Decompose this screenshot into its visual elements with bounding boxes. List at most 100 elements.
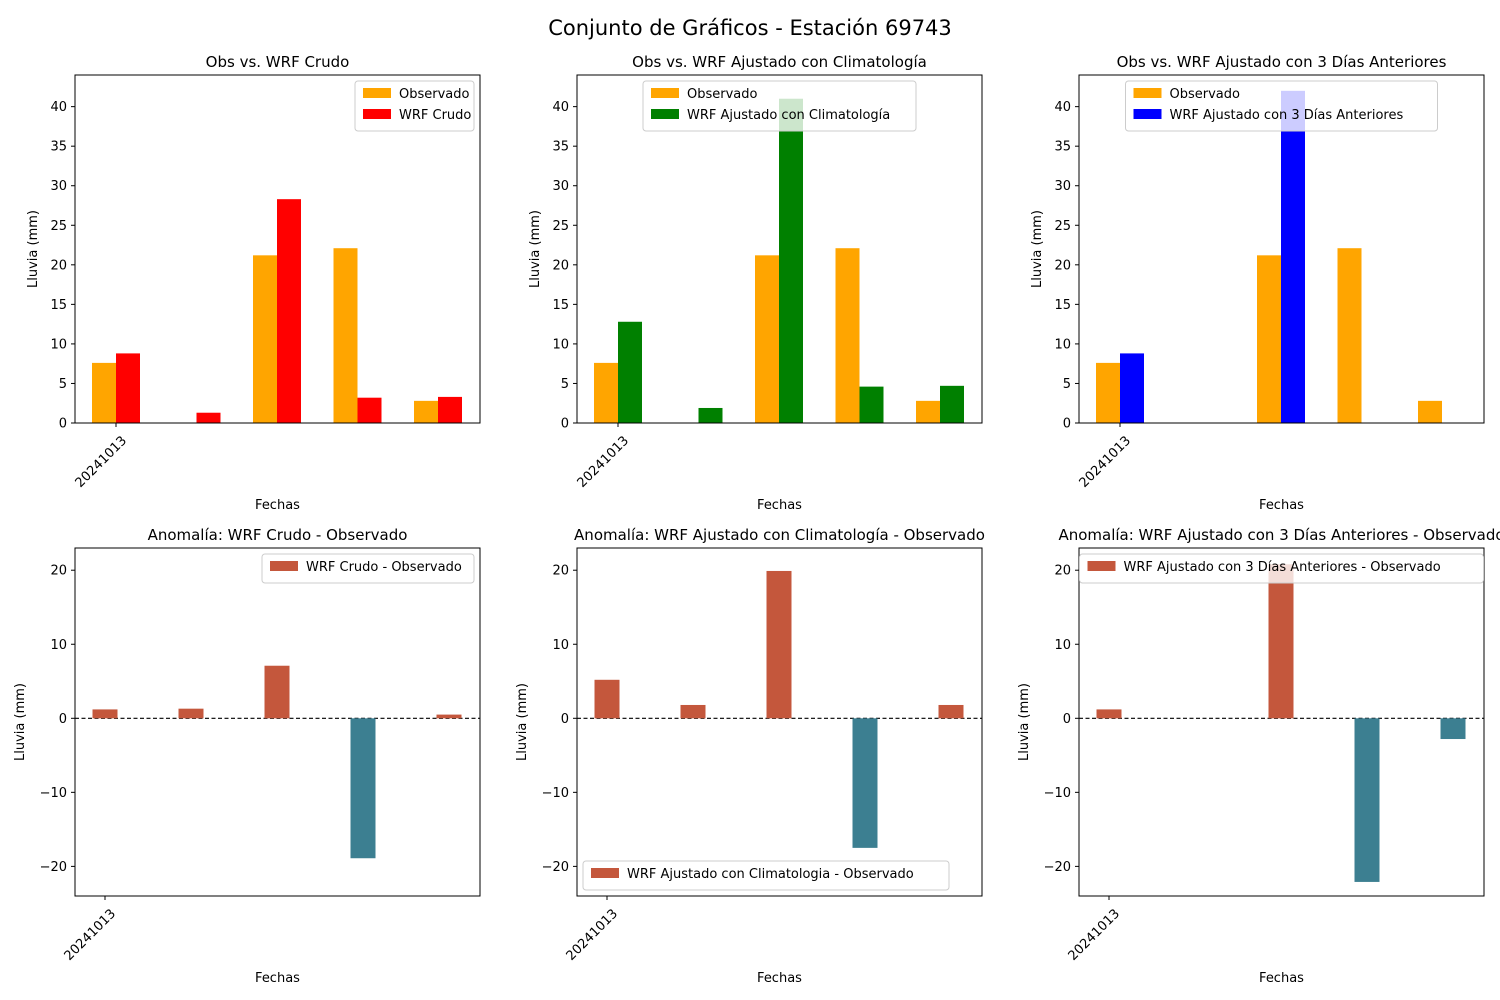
bar bbox=[680, 704, 706, 719]
bar bbox=[859, 386, 884, 423]
x-axis-label: Fechas bbox=[1259, 498, 1304, 513]
y-tick-label: 20 bbox=[552, 258, 569, 273]
y-tick-label: −10 bbox=[1044, 786, 1071, 801]
bar bbox=[357, 397, 382, 423]
y-tick-label: 25 bbox=[1054, 219, 1071, 234]
bar bbox=[755, 255, 779, 423]
x-tick-label: 20241013 bbox=[575, 433, 632, 490]
legend-swatch bbox=[1087, 561, 1116, 571]
y-tick-label: 40 bbox=[1054, 100, 1071, 115]
y-tick-label: 5 bbox=[1063, 377, 1071, 392]
y-tick-label: −20 bbox=[40, 860, 67, 875]
legend-swatch bbox=[1133, 88, 1162, 98]
legend-swatch bbox=[651, 109, 679, 119]
legend: WRF Ajustado con Climatologia - Observad… bbox=[582, 860, 950, 891]
bar bbox=[1096, 362, 1120, 423]
y-tick-label: 10 bbox=[552, 638, 569, 653]
y-tick-label: 25 bbox=[50, 219, 67, 234]
axes-frame bbox=[576, 74, 983, 424]
bar bbox=[1354, 718, 1380, 882]
bar bbox=[414, 400, 438, 423]
y-tick-label: 25 bbox=[552, 219, 569, 234]
chart-panel-5: Anomalía: WRF Ajustado con Climatología … bbox=[515, 526, 985, 986]
y-tick-label: 0 bbox=[561, 712, 569, 727]
bar bbox=[277, 199, 301, 423]
legend-swatch bbox=[363, 109, 391, 119]
y-tick-label: 30 bbox=[552, 179, 569, 194]
bar bbox=[779, 98, 803, 424]
bar bbox=[594, 679, 620, 719]
legend-label: WRF Crudo bbox=[399, 108, 471, 123]
legend: Observado WRF Ajustado con Climatología bbox=[642, 80, 917, 132]
y-tick-label: 5 bbox=[561, 377, 569, 392]
y-tick-label: 0 bbox=[1063, 712, 1071, 727]
legend-box bbox=[642, 80, 917, 132]
y-tick-label: 15 bbox=[552, 298, 569, 313]
y-tick-label: 0 bbox=[59, 417, 67, 432]
bar bbox=[253, 255, 277, 423]
bar bbox=[1337, 248, 1362, 423]
bar bbox=[92, 709, 118, 719]
bar bbox=[938, 704, 964, 719]
y-tick-label: −20 bbox=[1044, 860, 1071, 875]
legend-swatch bbox=[363, 88, 391, 98]
bar bbox=[436, 714, 462, 719]
chart-title: Obs vs. WRF Ajustado con 3 Días Anterior… bbox=[1117, 53, 1447, 71]
legend-label: WRF Ajustado con Climatología bbox=[687, 108, 890, 123]
chart-title: Anomalía: WRF Crudo - Observado bbox=[148, 526, 408, 544]
bar bbox=[1257, 255, 1281, 423]
axes-frame bbox=[1078, 74, 1485, 424]
bar bbox=[178, 708, 204, 719]
y-tick-label: 0 bbox=[59, 712, 67, 727]
bar bbox=[916, 400, 940, 423]
y-tick-label: 10 bbox=[1054, 337, 1071, 352]
axes-frame bbox=[74, 547, 481, 897]
bar bbox=[940, 385, 964, 423]
legend-swatch bbox=[270, 561, 298, 571]
legend-box bbox=[1079, 553, 1484, 584]
y-tick-label: −10 bbox=[40, 786, 67, 801]
chart-title: Obs vs. WRF Crudo bbox=[206, 53, 350, 71]
x-tick-label: 20241013 bbox=[564, 906, 621, 963]
bar bbox=[1120, 353, 1144, 423]
chart-panel-3: Obs vs. WRF Ajustado con 3 Días Anterior… bbox=[1030, 53, 1485, 513]
y-tick-label: −20 bbox=[542, 860, 569, 875]
bar bbox=[438, 396, 462, 423]
legend: WRF Ajustado con 3 Días Anteriores - Obs… bbox=[1079, 553, 1484, 584]
bar bbox=[92, 362, 116, 423]
y-tick-label: 40 bbox=[552, 100, 569, 115]
x-axis-label: Fechas bbox=[757, 971, 802, 986]
legend: WRF Crudo - Observado bbox=[261, 553, 475, 584]
y-tick-label: 15 bbox=[50, 298, 67, 313]
bar bbox=[835, 248, 860, 423]
x-tick-label: 20241013 bbox=[62, 906, 119, 963]
bar bbox=[594, 362, 618, 423]
legend-swatch bbox=[591, 868, 619, 878]
axes-frame bbox=[576, 547, 983, 897]
x-tick-label: 20241013 bbox=[73, 433, 130, 490]
chart-title: Obs vs. WRF Ajustado con Climatología bbox=[632, 53, 927, 71]
axes-frame bbox=[74, 74, 481, 424]
bar bbox=[196, 412, 221, 423]
chart-title: Anomalía: WRF Ajustado con 3 Días Anteri… bbox=[1058, 526, 1500, 544]
legend-label: Observado bbox=[399, 87, 470, 102]
bar bbox=[766, 570, 792, 719]
bar bbox=[1440, 718, 1466, 740]
y-tick-label: 30 bbox=[50, 179, 67, 194]
y-axis-label: Lluvia (mm) bbox=[528, 210, 543, 288]
x-tick-label: 20241013 bbox=[1066, 906, 1123, 963]
x-axis-label: Fechas bbox=[255, 498, 300, 513]
x-axis-label: Fechas bbox=[1259, 971, 1304, 986]
y-tick-label: 10 bbox=[1054, 638, 1071, 653]
legend-label: Observado bbox=[1170, 87, 1241, 102]
legend-box bbox=[261, 553, 475, 584]
y-tick-label: 20 bbox=[50, 258, 67, 273]
chart-panel-4: Anomalía: WRF Crudo - Observado −20 −10 0 10… bbox=[13, 526, 481, 986]
x-axis-label: Fechas bbox=[255, 971, 300, 986]
bar bbox=[1268, 564, 1294, 719]
bar bbox=[1096, 709, 1122, 719]
y-axis-label: Lluvia (mm) bbox=[1017, 683, 1032, 761]
y-tick-label: −10 bbox=[542, 786, 569, 801]
y-axis-label: Lluvia (mm) bbox=[515, 683, 530, 761]
